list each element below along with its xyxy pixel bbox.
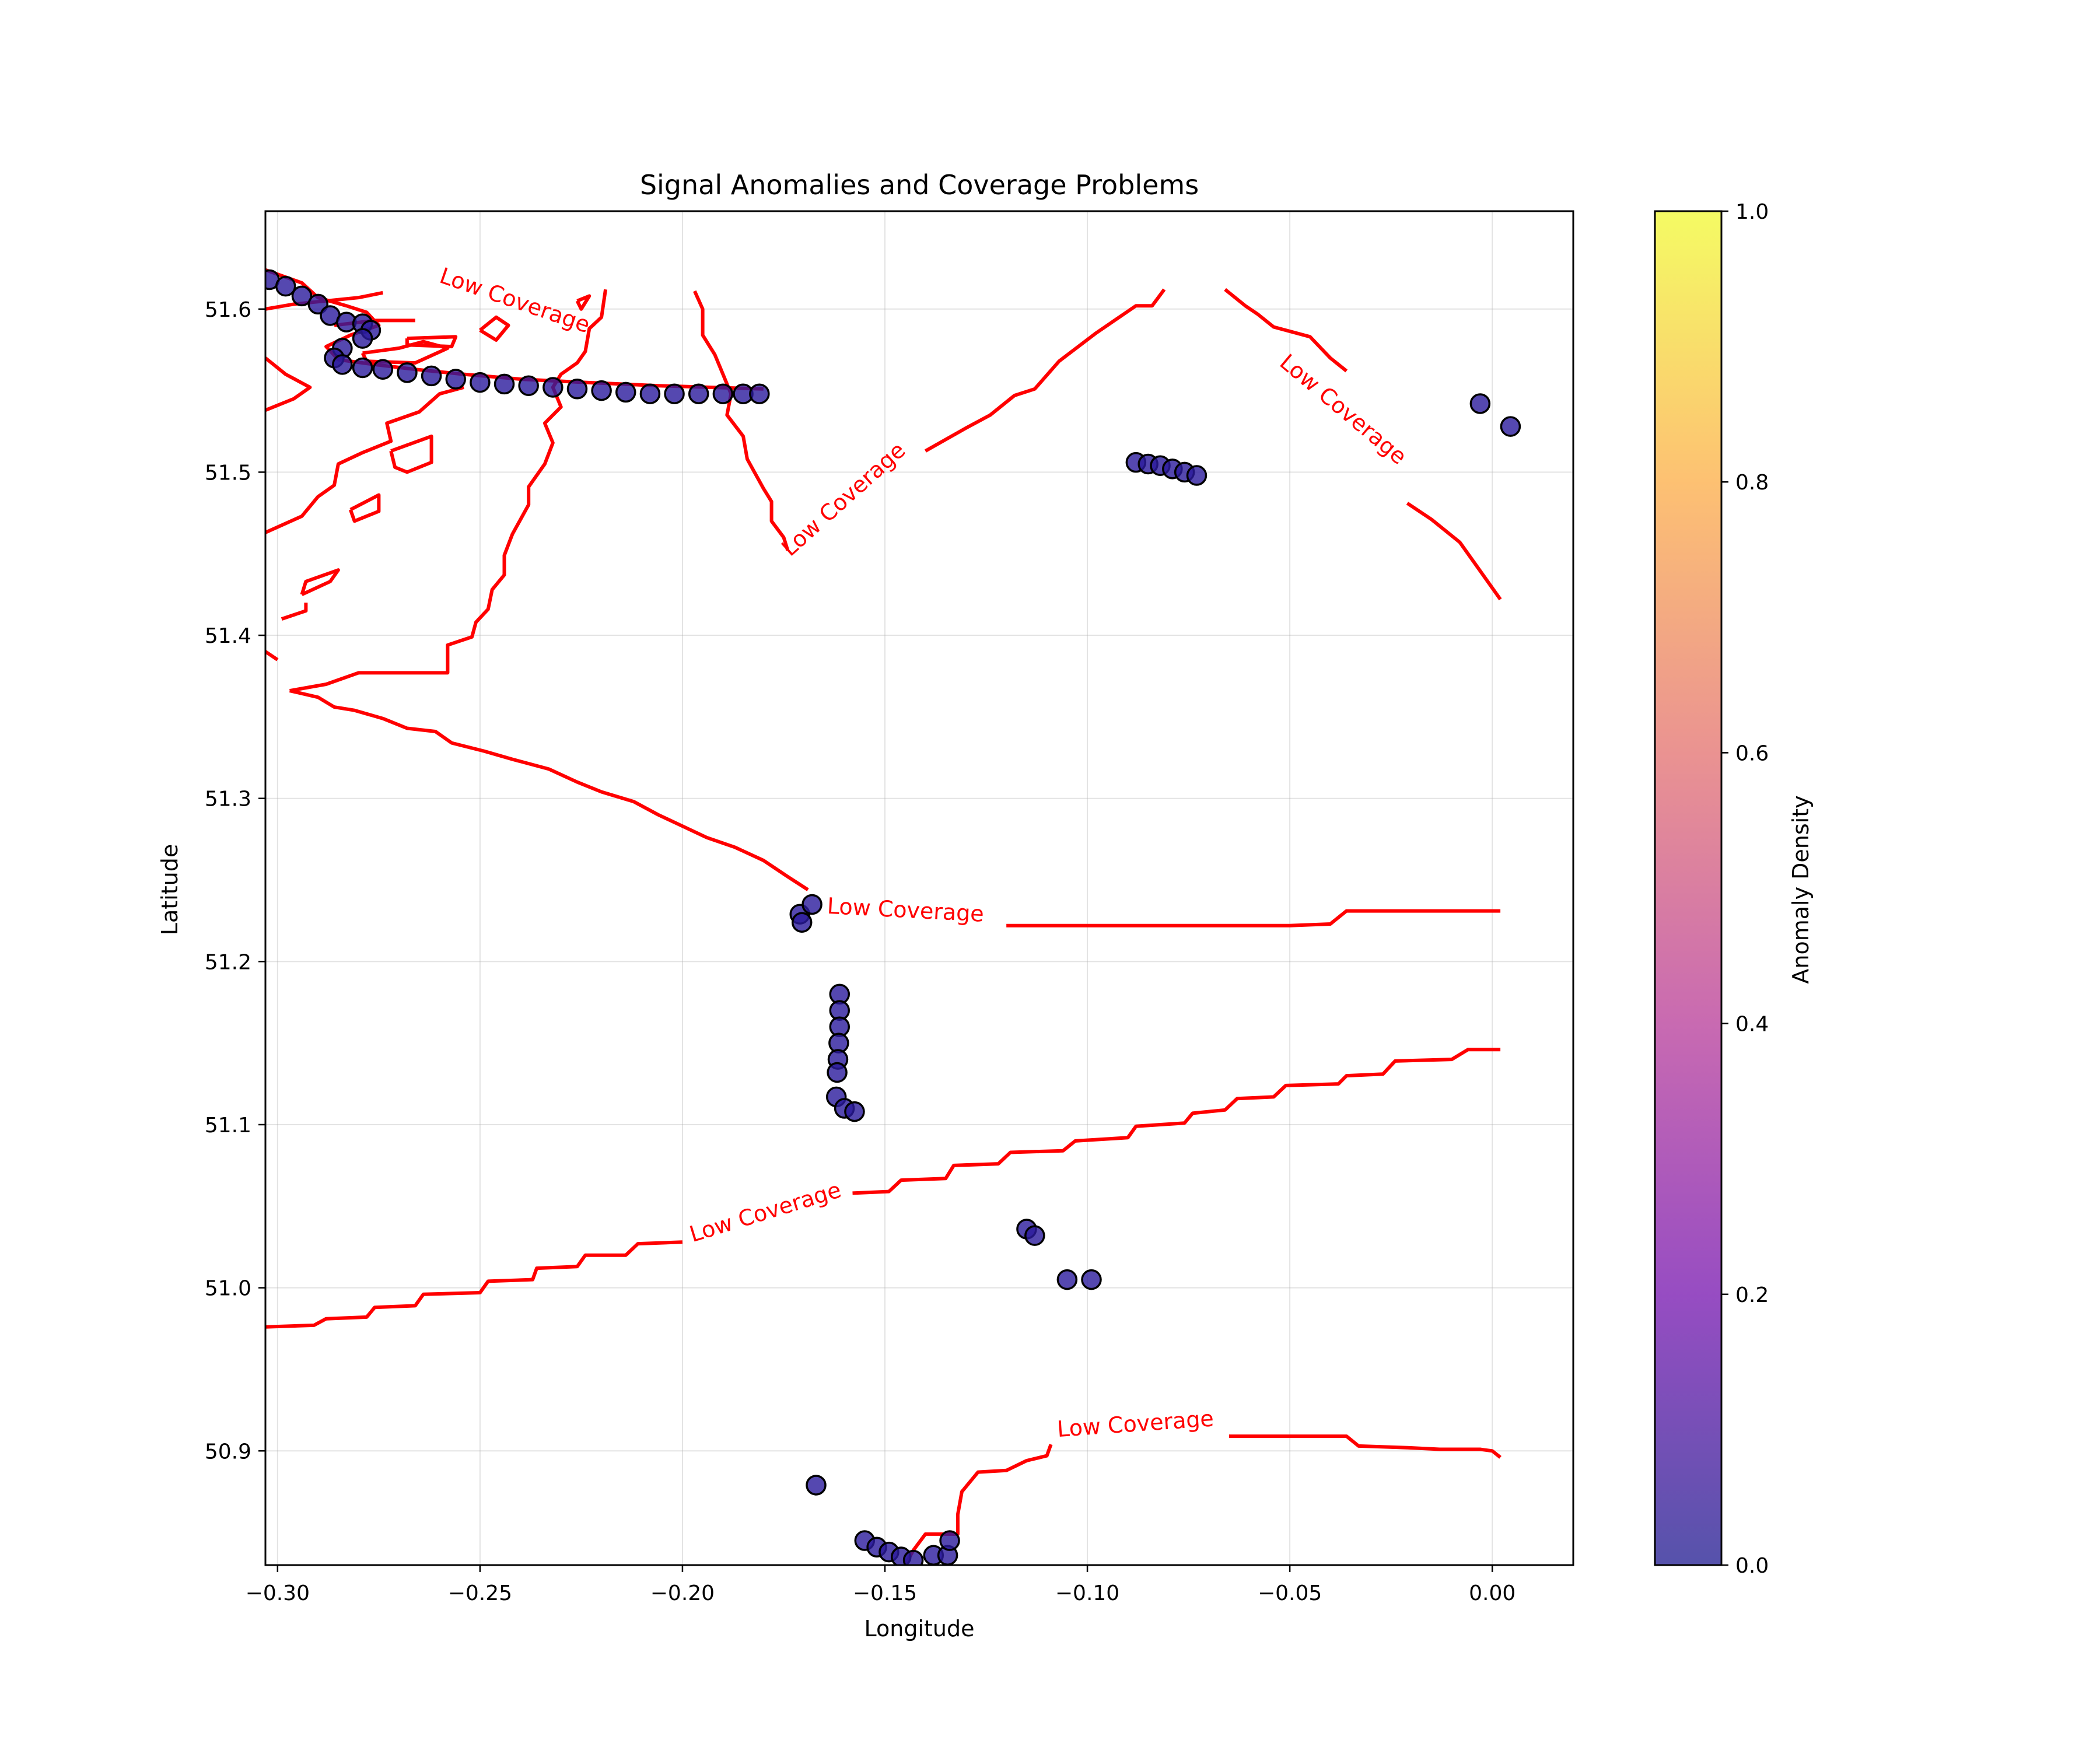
contour-line (924, 288, 1166, 453)
x-tick-label: −0.05 (1258, 1581, 1322, 1605)
x-tick-label: −0.25 (448, 1581, 512, 1605)
grid (265, 211, 1573, 1565)
x-tick-label: −0.10 (1055, 1581, 1119, 1605)
colorbar-label: Anomaly Density (1788, 795, 1814, 984)
contour-line (348, 493, 381, 523)
colorbar-tick-label: 0.2 (1735, 1283, 1769, 1307)
scatter-point (806, 1475, 827, 1496)
contour-line (265, 1240, 683, 1329)
scatter-point (397, 362, 418, 383)
colorbar-tick-label: 0.6 (1735, 741, 1769, 765)
contour-line (1229, 1434, 1502, 1459)
x-axis: −0.30 −0.25 −0.20 −0.15 −0.10 −0.05 0.00 (246, 1565, 1516, 1605)
scatter-point (1186, 465, 1208, 486)
contour-line (281, 603, 308, 621)
contour-line (904, 1444, 1053, 1565)
contour-line (575, 294, 592, 311)
colorbar-gradient (1655, 211, 1721, 1565)
x-tick-label: 0.00 (1469, 1581, 1516, 1605)
x-tick-label: −0.15 (853, 1581, 917, 1605)
contour-line (289, 289, 608, 693)
scatter-point (591, 380, 612, 401)
colorbar-frame (1654, 210, 1723, 1566)
scatter-point (1081, 1269, 1102, 1290)
contour-line (300, 568, 340, 596)
contour-line (852, 1048, 1501, 1195)
scatter-point (688, 383, 709, 404)
contour-line (405, 335, 458, 349)
scatter-point (791, 912, 813, 933)
contour-line (265, 386, 464, 534)
scatter-point (445, 369, 466, 390)
y-axis-label: Latitude (157, 844, 183, 935)
scatter-point (1056, 1269, 1078, 1290)
y-tick-label: 51.2 (205, 950, 251, 974)
scatter-point (902, 1549, 924, 1565)
scatter-point (827, 1062, 848, 1083)
colorbar: 0.0 0.2 0.4 0.6 0.8 1.0 (1654, 200, 1769, 1578)
contour-line (693, 290, 790, 551)
y-tick-label: 51.4 (205, 624, 251, 648)
chart-title: Signal Anomalies and Coverage Problems (640, 169, 1199, 201)
scatter-point (494, 373, 515, 395)
contour-line (289, 689, 809, 891)
y-tick-label: 51.5 (205, 461, 251, 485)
scatter-point (372, 359, 394, 380)
colorbar-tick-label: 1.0 (1735, 200, 1769, 224)
contour-line (265, 650, 279, 662)
scatter-point (1024, 1225, 1045, 1246)
scatter-point (470, 372, 491, 393)
y-tick-label: 51.1 (205, 1114, 251, 1138)
scatter-point (291, 285, 313, 307)
scatter-point (1500, 416, 1521, 437)
scatter-point (566, 379, 588, 400)
y-tick-label: 51.3 (205, 788, 251, 811)
x-tick-label: −0.20 (650, 1581, 715, 1605)
x-tick-label: −0.30 (246, 1581, 310, 1605)
contour-line (1224, 288, 1348, 373)
scatter-point (421, 365, 442, 387)
scatter-point (802, 894, 822, 915)
scatter-point (332, 354, 353, 375)
y-tick-label: 51.6 (205, 298, 251, 322)
scatter-point (615, 382, 636, 403)
scatter-point (639, 383, 661, 404)
scatter-point (1469, 393, 1491, 414)
scatter-point (844, 1101, 865, 1122)
y-tick-label: 51.0 (205, 1277, 251, 1301)
x-axis-label: Longitude (864, 1616, 975, 1642)
contour-line (1006, 909, 1501, 928)
contour-line (1406, 502, 1502, 601)
scatter-point (352, 357, 373, 379)
y-tick-label: 50.9 (205, 1440, 251, 1464)
scatter-point (664, 383, 685, 404)
contour-line (265, 356, 312, 412)
y-axis: 50.9 51.0 51.1 51.2 51.3 51.4 51.5 51.6 (205, 298, 265, 1464)
scatter-point (275, 275, 296, 297)
scatter-points (265, 269, 1521, 1565)
contour-line (389, 434, 433, 474)
scatter-point (939, 1530, 960, 1551)
scatter-point (542, 377, 564, 398)
scatter-point (749, 383, 770, 404)
scatter-point (518, 375, 539, 396)
scatter-point (352, 328, 373, 349)
colorbar-tick-label: 0.0 (1735, 1554, 1769, 1578)
colorbar-tick-label: 0.4 (1735, 1013, 1769, 1037)
colorbar-tick-label: 0.8 (1735, 471, 1769, 495)
plot-frame (264, 210, 1574, 1566)
scatter-point (712, 383, 734, 404)
contour-line (479, 315, 510, 342)
